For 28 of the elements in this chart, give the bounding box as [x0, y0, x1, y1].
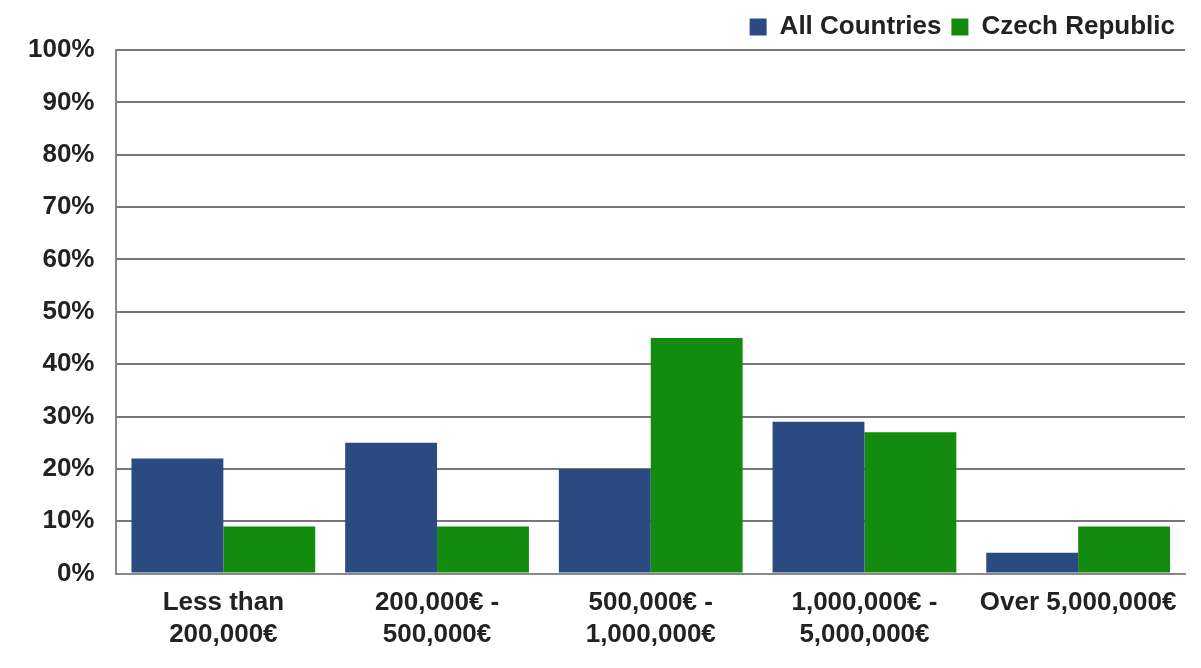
- y-tick-label: 20%: [42, 452, 95, 483]
- x-tick-label: 500,000€ - 1,000,000€: [585, 586, 716, 648]
- y-tick-label: 90%: [42, 85, 95, 116]
- y-tick-label: 60%: [42, 242, 95, 273]
- y-tick-label: 50%: [42, 294, 95, 325]
- x-tick-label: Less than 200,000€: [162, 586, 285, 648]
- bar: [345, 442, 438, 573]
- bar: [772, 421, 865, 573]
- legend-label: Czech Republic: [981, 10, 1175, 41]
- y-tick-label: 10%: [42, 504, 95, 535]
- y-tick-label: 100%: [28, 33, 95, 64]
- x-tick-label: 1,000,000€ - 5,000,000€: [791, 586, 938, 648]
- y-tick-label: 80%: [42, 137, 95, 168]
- bar: [986, 552, 1079, 573]
- x-tick-label: Over 5,000,000€: [979, 586, 1177, 617]
- y-tick-label: 30%: [42, 399, 95, 430]
- bar: [223, 526, 316, 573]
- y-tick-label: 0%: [56, 556, 95, 587]
- bar: [131, 458, 224, 573]
- x-tick-label: 200,000€ - 500,000€: [374, 586, 500, 648]
- y-tick-label: 40%: [42, 347, 95, 378]
- bar: [558, 468, 651, 573]
- bar: [437, 526, 529, 573]
- legend-label: All Countries: [779, 10, 942, 41]
- bar: [650, 337, 743, 573]
- y-tick-label: 70%: [42, 190, 95, 221]
- bar: [864, 432, 957, 573]
- bar: [1078, 526, 1171, 573]
